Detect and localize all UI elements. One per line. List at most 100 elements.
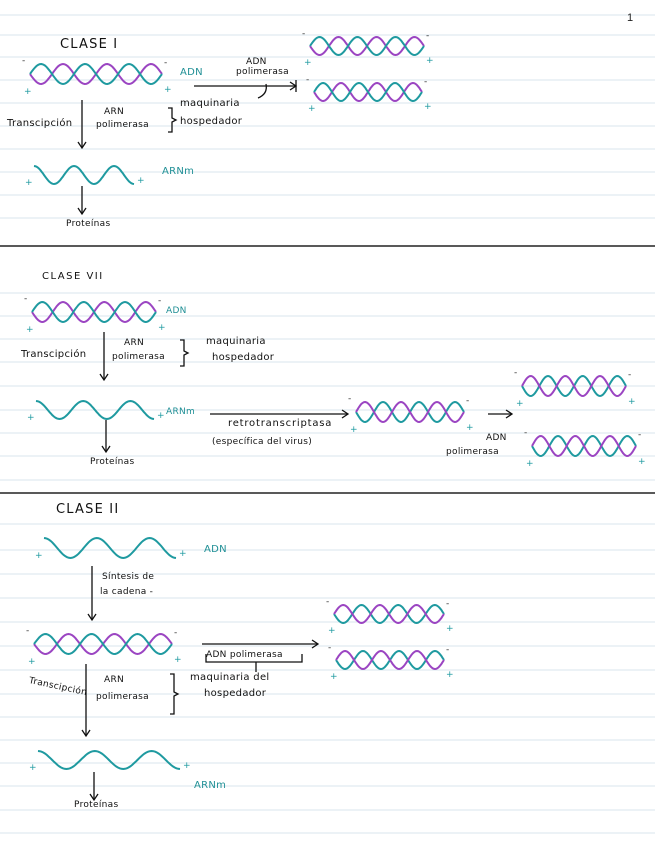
s1-daughter-helix-2-minus-mark: - xyxy=(306,75,309,85)
s2-translation-arrow-head xyxy=(101,445,111,454)
section3-genome-label: ADN xyxy=(204,544,227,555)
section3-arn-bottom: polimerasa xyxy=(96,692,149,702)
s2-genome-helix-minus-mark-end: - xyxy=(158,296,161,306)
s3-host-brace xyxy=(170,673,180,715)
s1-genome-helix-minus-mark-end: - xyxy=(164,58,167,68)
section1-enzyme-bottom: polimerasa xyxy=(236,67,289,77)
s2-genome-helix-strand-b xyxy=(31,300,157,324)
s2-daughter-helix-1-strand-b xyxy=(521,374,627,398)
section3-arn-top: ARN xyxy=(104,675,125,685)
s3-daughter-helix-2-strand-b xyxy=(335,649,445,671)
section2-genome-label: ADN xyxy=(166,306,187,316)
section1-enzyme-top: ADN xyxy=(246,57,267,67)
section2-process: Transcipción xyxy=(21,349,87,360)
section2-title: CLASE VII xyxy=(42,271,104,282)
section2-rt-label: retrotranscriptasa xyxy=(228,418,333,429)
s2-daughter-helix-1-minus-mark: - xyxy=(514,368,517,378)
s2-rt-arrow-head xyxy=(341,409,350,419)
s2-cdna-helix-plus-mark-end: + xyxy=(466,423,474,433)
s2-daughter-helix-2-plus-mark: + xyxy=(526,459,534,469)
s1-translation-arrow-head xyxy=(77,207,87,216)
section2-arn-bottom: polimerasa xyxy=(112,352,165,362)
s2-mrna-wave-plus-mark: + xyxy=(27,413,35,423)
section1-title: CLASE I xyxy=(60,37,119,52)
s2-genome-helix-minus-mark: - xyxy=(24,294,27,304)
s1-transcription-arrow-head xyxy=(77,141,87,150)
section3-host-top: maquinaria del xyxy=(190,672,270,683)
s2-cdna-helix-minus-mark-end: - xyxy=(466,396,469,406)
s2-daughter-helix-2-minus-mark-end: - xyxy=(638,430,641,440)
s1-mrna-wave xyxy=(33,164,135,186)
s2-continue-arrow-head xyxy=(505,409,514,419)
section1-host-top: maquinaria xyxy=(180,98,240,109)
s1-mrna-wave-plus-mark-end: + xyxy=(137,176,145,186)
s1-daughter-helix-1-plus-mark: + xyxy=(304,58,312,68)
s2-mrna-wave xyxy=(35,399,155,421)
section2-product: Proteínas xyxy=(90,457,135,467)
section1-genome-label: ADN xyxy=(180,67,203,78)
s3-mrna-wave-plus-mark: + xyxy=(29,763,37,773)
s3-daughter-helix-1-minus-mark: - xyxy=(326,597,329,607)
s3-dsdna-helix-minus-mark-end: - xyxy=(174,628,177,638)
s1-genome-helix-plus-mark: + xyxy=(24,87,32,97)
s2-host-brace xyxy=(180,339,190,367)
section2-host-top: maquinaria xyxy=(206,336,266,347)
s2-daughter-helix-2-strand-b xyxy=(531,434,637,458)
s2-cdna-helix-minus-mark: - xyxy=(348,394,351,404)
s3-mrna-wave xyxy=(37,749,181,771)
s2-daughter-helix-2-minus-mark: - xyxy=(524,428,527,438)
section3-title: CLASE II xyxy=(56,502,120,517)
section3-product: Proteínas xyxy=(74,800,119,810)
s1-daughter-helix-1-minus-mark-end: - xyxy=(426,31,429,41)
s3-daughter-helix-2-minus-mark-end: - xyxy=(446,645,449,655)
s2-transcription-arrow-head xyxy=(99,373,109,382)
s1-genome-helix-strand-b xyxy=(29,62,163,86)
section3-synth-bottom: la cadena - xyxy=(100,587,154,597)
s3-synthesis-arrow-head xyxy=(87,613,97,622)
section2-rt-note: (específica del virus) xyxy=(212,437,313,447)
s2-daughter-helix-1-minus-mark-end: - xyxy=(628,370,631,380)
s1-daughter-helix-1-strand-b xyxy=(309,35,425,57)
s3-transcription-arrow-head xyxy=(81,729,91,738)
s3-daughter-helix-1-minus-mark-end: - xyxy=(446,599,449,609)
section1-mrna-label: ARNm xyxy=(162,166,195,177)
s3-dsdna-helix-plus-mark-end: + xyxy=(174,655,182,665)
s1-mrna-wave-plus-mark: + xyxy=(25,178,33,188)
section3-enzyme: ADN polimerasa xyxy=(206,650,283,660)
s3-dsdna-helix-minus-mark: - xyxy=(26,626,29,636)
s3-replication-arrow-head xyxy=(311,639,320,649)
s1-daughter-helix-1-plus-mark-end: + xyxy=(426,56,434,66)
s1-daughter-helix-2-plus-mark: + xyxy=(308,104,316,114)
section2-host-bottom: hospedador xyxy=(212,352,275,363)
section3-synth-top: Síntesis de xyxy=(102,572,155,582)
s3-daughter-helix-2-minus-mark: - xyxy=(328,643,331,653)
s2-genome-helix-plus-mark: + xyxy=(26,325,34,335)
section2-mrna-label: ARNm xyxy=(166,407,196,417)
s3-mrna-wave-plus-mark-end: + xyxy=(183,761,191,771)
section3-mrna-label: ARNm xyxy=(194,780,227,791)
s1-genome-helix-plus-mark-end: + xyxy=(164,85,172,95)
s3-daughter-helix-1-plus-mark: + xyxy=(328,626,336,636)
s1-genome-helix-minus-mark: - xyxy=(22,56,25,66)
s1-daughter-helix-1-minus-mark: - xyxy=(302,29,305,39)
section1-arn-top: ARN xyxy=(104,107,125,117)
s3-daughter-helix-2-plus-mark: + xyxy=(330,672,338,682)
s1-daughter-helix-2-plus-mark-end: + xyxy=(424,102,432,112)
section2-adn-top: ADN xyxy=(486,433,507,443)
s3-genome-wave xyxy=(43,536,177,560)
s2-daughter-helix-1-plus-mark-end: + xyxy=(628,397,636,407)
s1-host-hook xyxy=(257,83,267,99)
s3-dsdna-helix-plus-mark: + xyxy=(28,657,36,667)
s2-cdna-helix-plus-mark: + xyxy=(350,425,358,435)
s2-genome-helix-plus-mark-end: + xyxy=(158,323,166,333)
section3-host-bottom: hospedador xyxy=(204,688,267,699)
s3-daughter-helix-1-plus-mark-end: + xyxy=(446,624,454,634)
section1-process: Transcipción xyxy=(7,118,73,129)
s2-cdna-helix-strand-b xyxy=(355,400,465,424)
s3-genome-wave-plus-mark: + xyxy=(35,551,43,561)
s3-daughter-helix-2-plus-mark-end: + xyxy=(446,670,454,680)
s1-host-brace xyxy=(168,107,178,133)
